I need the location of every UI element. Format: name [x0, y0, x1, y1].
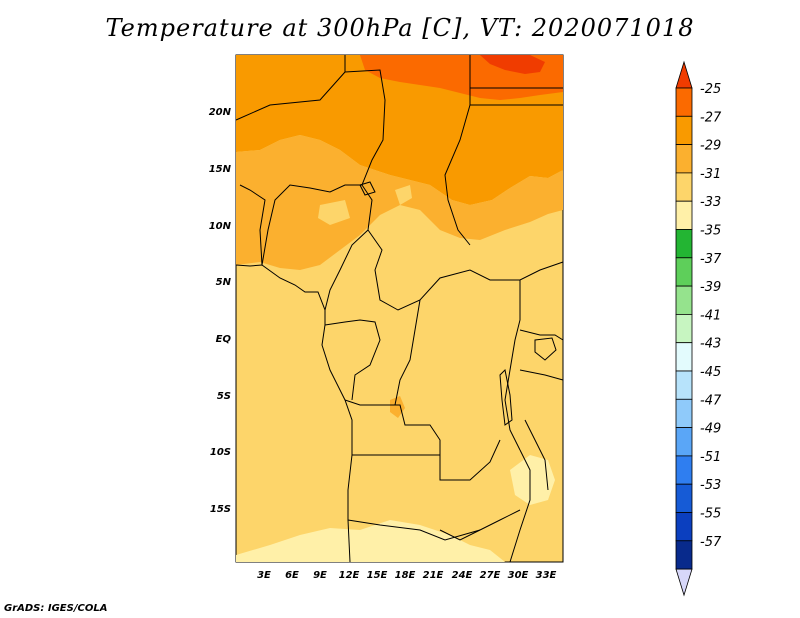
border-malawi: [524, 419, 549, 491]
colorbar-label: -25: [700, 82, 721, 97]
colorbar-label: -29: [700, 139, 721, 154]
field-band-33-35: [236, 520, 505, 562]
lat-label-20n: 20N: [209, 107, 232, 118]
border-east-lakes: [504, 280, 521, 451]
temperature-field: [236, 55, 563, 562]
lon-label-6e: 6E: [285, 570, 299, 581]
lon-label-15e: 15E: [367, 570, 388, 581]
colorbar-label: -39: [700, 280, 721, 295]
border-kenya-uganda: [519, 329, 564, 341]
border-congo: [324, 319, 381, 401]
colorbar-top-arrow: [675, 60, 693, 89]
colorbar-label: -35: [700, 224, 721, 239]
border-chad-libya: [344, 69, 386, 231]
lat-label-15n: 15N: [209, 164, 232, 175]
lat-label-15s: 15S: [210, 504, 231, 515]
colorbar-swatch: [675, 313, 693, 344]
border-benin-togo: [239, 184, 266, 266]
colorbar-label: -57: [700, 535, 722, 550]
colorbar-swatch: [675, 200, 693, 230]
colorbar-swatch: [675, 427, 693, 457]
latitude-axis: 20N 15N 10N 5N EQ 5S 10S 15S: [209, 107, 232, 515]
border-car: [367, 229, 520, 311]
field-band-lt-25: [480, 55, 545, 74]
colorbar-swatch: [675, 540, 693, 570]
border-zambia-zim: [439, 509, 521, 541]
lon-label-12e: 12E: [339, 570, 360, 581]
lake-chad: [359, 181, 376, 196]
chart-title: Temperature at 300hPa [C], VT: 202007101…: [105, 14, 695, 42]
colorbar-swatch: [675, 87, 693, 117]
colorbar-label: -49: [700, 422, 721, 437]
colorbar-label: -41: [700, 308, 721, 323]
border-drc-east: [394, 299, 421, 406]
field-band-33-35-east: [510, 455, 555, 505]
longitude-axis: 3E 6E 9E 12E 15E 18E 21E 24E 27E 30E 33E: [257, 570, 556, 581]
colorbar-label: -55: [700, 507, 721, 522]
border-cameroon: [324, 229, 369, 311]
lon-label-24e: 24E: [452, 570, 473, 581]
border-angola-zambia: [352, 454, 441, 480]
lon-label-18e: 18E: [395, 570, 416, 581]
lat-label-10s: 10S: [210, 447, 231, 458]
border-south-sudan: [490, 261, 564, 281]
colorbar-label: -33: [700, 195, 721, 210]
colorbar-swatch: [675, 115, 693, 146]
colorbar-label: -31: [700, 167, 721, 182]
lake-victoria: [534, 337, 557, 361]
lat-label-5s: 5S: [217, 391, 231, 402]
lon-label-27e: 27E: [480, 570, 501, 581]
lat-label-10n: 10N: [209, 221, 232, 232]
colorbar-label: -43: [700, 337, 721, 352]
lon-label-3e: 3E: [257, 570, 271, 581]
field-patch-3: [318, 200, 350, 225]
colorbar-label: -47: [700, 393, 722, 408]
colorbar-swatch: [675, 370, 693, 400]
colorbar-swatch: [675, 483, 693, 513]
border-mozambique: [509, 449, 531, 563]
colorbar-swatch: [675, 342, 693, 372]
colorbar-swatch: [675, 257, 693, 287]
colorbar-swatch: [675, 229, 693, 259]
colorbar-swatch: [675, 398, 693, 428]
border-drc-west: [344, 399, 501, 481]
colorbar-swatch: [675, 512, 693, 542]
colorbar-label: -27: [700, 110, 722, 125]
country-borders: [235, 55, 564, 563]
colorbar-swatch: [675, 285, 693, 315]
colorbar-bottom-arrow: [675, 568, 693, 597]
lat-label-eq: EQ: [216, 334, 232, 345]
border-namibia: [347, 519, 481, 541]
field-patch-2: [395, 185, 412, 205]
colorbar: -25 -27 -29 -31 -33 -35 -37 -39 -41 -43 -45 -47 -49 -…: [675, 60, 722, 597]
lon-label-33e: 33E: [536, 570, 557, 581]
border-tanzania: [519, 369, 564, 381]
border-nigeria: [261, 184, 362, 266]
lon-label-9e: 9E: [313, 570, 327, 581]
grads-credit: GrADS: IGES/COLA: [4, 603, 108, 614]
border-niger-chad: [235, 55, 346, 121]
colorbar-label: -45: [700, 365, 721, 380]
colorbar-label: -51: [700, 450, 721, 465]
border-chad-sudan: [444, 104, 471, 246]
colorbar-swatch: [675, 172, 693, 202]
field-patch-1: [390, 396, 405, 418]
colorbar-label: -37: [700, 252, 722, 267]
colorbar-label: -53: [700, 478, 721, 493]
lon-label-30e: 30E: [508, 570, 529, 581]
lon-label-21e: 21E: [423, 570, 444, 581]
lake-tanganyika: [499, 368, 513, 426]
colorbar-swatch: [675, 144, 693, 174]
lat-label-5n: 5N: [216, 277, 232, 288]
colorbar-swatch: [675, 455, 693, 485]
